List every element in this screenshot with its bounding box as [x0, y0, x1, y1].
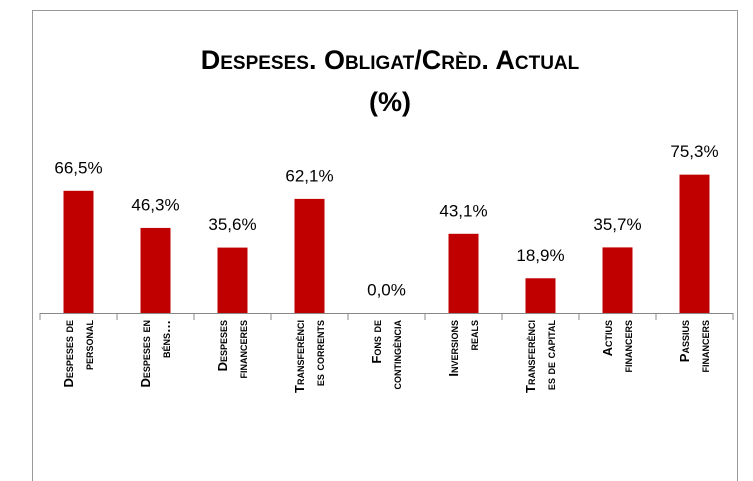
chart-title: Despeses. Obligat/Crèd. Actual — [201, 45, 580, 75]
chart-title: (%) — [369, 87, 411, 117]
data-label: 0,0% — [367, 280, 406, 299]
x-tick-label: Despeses en — [138, 320, 153, 388]
bar — [679, 174, 710, 313]
bar — [63, 190, 94, 313]
x-tick-label: Actius — [600, 320, 615, 356]
x-tick-label: Inversions — [446, 320, 461, 377]
x-tick-label: Despeses — [215, 320, 230, 371]
x-tick-label: financers — [697, 320, 712, 373]
bar — [140, 227, 171, 313]
x-tick-label: financeres — [235, 320, 250, 379]
data-label: 35,7% — [593, 215, 641, 234]
bar — [294, 198, 325, 313]
data-label: 35,6% — [208, 215, 256, 234]
bar — [602, 247, 633, 313]
data-label: 18,9% — [516, 246, 564, 265]
x-tick-label: reals — [466, 320, 481, 351]
x-tick-label: Transferènci — [292, 320, 307, 393]
data-label: 75,3% — [670, 142, 718, 161]
x-tick-label: Transferènci — [523, 320, 538, 393]
x-tick-label: Passius — [677, 320, 692, 362]
data-label: 43,1% — [439, 201, 487, 220]
x-tick-label: béns… — [158, 320, 173, 358]
x-tick-label: financers — [620, 320, 635, 373]
data-label: 66,5% — [54, 158, 102, 177]
x-tick-label: Fons de — [369, 320, 384, 364]
bar — [217, 247, 248, 313]
x-tick-label: es de capital — [543, 319, 558, 390]
x-tick-label: Despeses de — [61, 320, 76, 388]
chart-border — [32, 10, 738, 481]
bar — [525, 278, 556, 313]
bar — [448, 233, 479, 313]
x-tick-label: es corrents — [312, 320, 327, 386]
x-tick-label: personal — [81, 320, 96, 371]
x-tick-label: contingència — [389, 320, 404, 390]
data-label: 46,3% — [131, 195, 179, 214]
data-label: 62,1% — [285, 166, 333, 185]
